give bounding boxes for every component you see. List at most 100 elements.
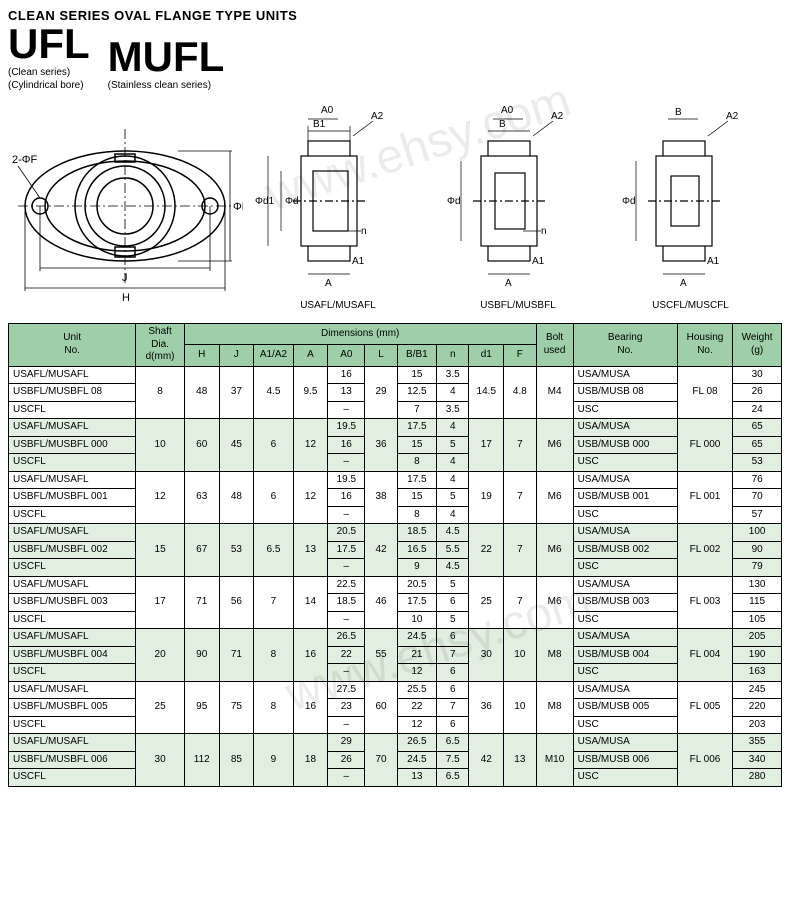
cell-BB1: 13	[397, 769, 436, 787]
diagram-side-1: A0 B1 A2 Φd1 Φd n A1 A USAFL/MUSAFL	[253, 101, 423, 311]
cell-F: 7	[504, 576, 536, 629]
cell-A1A2: 8	[254, 681, 293, 734]
cell-bearing: USC	[573, 769, 677, 787]
cell-J: 56	[219, 576, 254, 629]
cell-weight: 90	[733, 541, 782, 559]
cell-unit: USAFL/MUSAFL	[9, 576, 136, 594]
cell-bearing: USB/MUSB 003	[573, 594, 677, 612]
cell-shaft: 17	[136, 576, 185, 629]
cell-L: 60	[365, 681, 397, 734]
cell-unit: USBFL/MUSBFL 004	[9, 646, 136, 664]
cell-BB1: 22	[397, 699, 436, 717]
cell-unit: USCFL	[9, 664, 136, 682]
cell-unit: USBFL/MUSBFL 003	[9, 594, 136, 612]
label-d-2: Φd	[447, 196, 461, 207]
cell-n: 6	[437, 594, 469, 612]
cell-n: 6	[437, 681, 469, 699]
cell-bearing: USB/MUSB 005	[573, 699, 677, 717]
cell-bolt: M6	[536, 471, 573, 524]
table-row: USAFL/MUSAFL17715671422.54620.55257M6USA…	[9, 576, 782, 594]
cell-d1: 19	[469, 471, 504, 524]
cell-bearing: USC	[573, 664, 677, 682]
cell-A0: –	[328, 559, 365, 577]
cell-d1: 22	[469, 524, 504, 577]
cell-BB1: 24.5	[397, 751, 436, 769]
cell-H: 90	[184, 629, 219, 682]
table-row: USAFL/MUSAFL3011285918297026.56.54213M10…	[9, 734, 782, 752]
cell-A0: 22	[328, 646, 365, 664]
cell-weight: 105	[733, 611, 782, 629]
label-L: ΦL	[233, 201, 243, 213]
cell-L: 70	[365, 734, 397, 787]
cell-A0: –	[328, 769, 365, 787]
cell-bearing: USA/MUSA	[573, 471, 677, 489]
cell-unit: USAFL/MUSAFL	[9, 524, 136, 542]
cell-weight: 76	[733, 471, 782, 489]
cell-A0: 16	[328, 366, 365, 384]
cell-bearing: USA/MUSA	[573, 576, 677, 594]
cell-A1A2: 8	[254, 629, 293, 682]
th-housing: HousingNo.	[677, 324, 733, 367]
cell-housing: FL 005	[677, 681, 733, 734]
cell-A: 16	[293, 629, 328, 682]
cell-BB1: 15	[397, 366, 436, 384]
cell-unit: USAFL/MUSAFL	[9, 681, 136, 699]
cell-bearing: USA/MUSA	[573, 419, 677, 437]
cell-A0: 22.5	[328, 576, 365, 594]
label-A-2: A	[505, 278, 512, 289]
cell-d1: 30	[469, 629, 504, 682]
cell-d1: 14.5	[469, 366, 504, 419]
cell-F: 7	[504, 524, 536, 577]
cell-A1A2: 9	[254, 734, 293, 787]
cell-weight: 280	[733, 769, 782, 787]
cell-BB1: 15	[397, 436, 436, 454]
cell-L: 36	[365, 419, 397, 472]
cell-n: 4	[437, 419, 469, 437]
cell-weight: 65	[733, 419, 782, 437]
diagram-side1-svg: A0 B1 A2 Φd1 Φd n A1 A	[253, 101, 423, 296]
cell-shaft: 12	[136, 471, 185, 524]
cell-A0: 18.5	[328, 594, 365, 612]
cell-J: 48	[219, 471, 254, 524]
cell-n: 3.5	[437, 401, 469, 419]
cell-bearing: USA/MUSA	[573, 681, 677, 699]
cell-n: 5.5	[437, 541, 469, 559]
cell-weight: 115	[733, 594, 782, 612]
label-A1-1: A1	[352, 256, 365, 267]
label-A2-2: A2	[551, 111, 564, 122]
table-row: USAFL/MUSAFL12634861219.53817.54197M6USA…	[9, 471, 782, 489]
cell-unit: USCFL	[9, 401, 136, 419]
label-n-2: n	[541, 226, 547, 237]
label-A2-1: A2	[371, 111, 384, 122]
th-H: H	[184, 345, 219, 366]
cell-BB1: 17.5	[397, 471, 436, 489]
cell-housing: FL 004	[677, 629, 733, 682]
cell-weight: 53	[733, 454, 782, 472]
cell-unit: USBFL/MUSBFL 001	[9, 489, 136, 507]
cell-weight: 190	[733, 646, 782, 664]
cell-BB1: 15	[397, 489, 436, 507]
cell-n: 6.5	[437, 769, 469, 787]
th-weight: Weight(g)	[733, 324, 782, 367]
diagram-front: 2-ΦF ΦL J H	[8, 101, 243, 311]
cell-weight: 130	[733, 576, 782, 594]
cell-unit: USAFL/MUSAFL	[9, 471, 136, 489]
cell-bearing: USC	[573, 559, 677, 577]
cell-H: 63	[184, 471, 219, 524]
cell-weight: 26	[733, 384, 782, 402]
cell-bolt: M6	[536, 524, 573, 577]
cell-BB1: 12	[397, 716, 436, 734]
label-d1-1: Φd1	[255, 196, 275, 207]
spec-table: UnitNo. Shaft Dia.d(mm) Dimensions (mm) …	[8, 323, 782, 787]
label-J: J	[122, 272, 128, 284]
cell-BB1: 7	[397, 401, 436, 419]
cell-shaft: 25	[136, 681, 185, 734]
cell-A0: 16	[328, 489, 365, 507]
cell-n: 5	[437, 489, 469, 507]
cell-BB1: 12.5	[397, 384, 436, 402]
cell-L: 55	[365, 629, 397, 682]
cell-A0: 26.5	[328, 629, 365, 647]
cell-bearing: USC	[573, 611, 677, 629]
cell-bolt: M4	[536, 366, 573, 419]
cell-bolt: M8	[536, 681, 573, 734]
